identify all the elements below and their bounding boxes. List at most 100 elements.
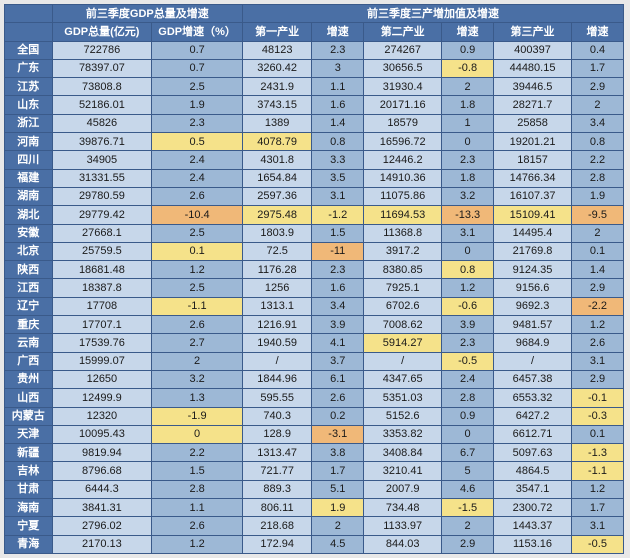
table-row: 吉林8796.681.5721.771.73210.4154864.5-1.1 [5,462,624,480]
cell: -0.5 [442,352,494,370]
row-label: 青海 [5,535,53,553]
cell: 30656.5 [364,59,442,77]
cell: 3.1 [312,187,364,205]
cell: 1.4 [312,114,364,132]
table-row: 山西12499.91.3595.552.65351.032.86553.32-0… [5,389,624,407]
cell: 1.7 [571,499,623,517]
header-group-left: 前三季度GDP总量及增速 [52,5,242,23]
cell: 2 [152,352,243,370]
cell: 2 [571,224,623,242]
table-row: 贵州126503.21844.966.14347.652.46457.382.9 [5,370,624,388]
cell: 5152.6 [364,407,442,425]
cell: 18579 [364,114,442,132]
cell: 0.4 [571,41,623,59]
cell: 4.1 [312,334,364,352]
cell: 595.55 [243,389,312,407]
table-row: 海南3841.311.1806.111.9734.48-1.52300.721.… [5,499,624,517]
cell: 52186.01 [52,96,152,114]
cell: 21769.8 [494,242,572,260]
cell: 39876.71 [52,133,152,151]
cell: 0.5 [152,133,243,151]
cell: 2.8 [152,480,243,498]
cell: 0.8 [442,261,494,279]
cell: 1.5 [312,224,364,242]
cell: 4.6 [442,480,494,498]
row-label: 湖北 [5,206,53,224]
cell: 2.5 [152,78,243,96]
row-label: 陕西 [5,261,53,279]
col-header-1: GDP总量(亿元) [52,23,152,41]
table-row: 山东52186.011.93743.151.620171.161.828271.… [5,96,624,114]
cell: 1.2 [571,480,623,498]
cell: 14766.34 [494,169,572,187]
row-label: 天津 [5,425,53,443]
cell: 3.3 [312,151,364,169]
cell: 5914.27 [364,334,442,352]
cell: 2.6 [152,316,243,334]
table-row: 浙江458262.313891.4185791258583.4 [5,114,624,132]
cell: 48123 [243,41,312,59]
row-label: 内蒙古 [5,407,53,425]
cell: 2.6 [571,334,623,352]
col-header-7: 第三产业 [494,23,572,41]
cell: 16107.37 [494,187,572,205]
cell: 0 [442,133,494,151]
table-row: 云南17539.762.71940.594.15914.272.39684.92… [5,334,624,352]
cell: 9124.35 [494,261,572,279]
cell: 2.9 [442,535,494,553]
cell: 1654.84 [243,169,312,187]
cell: 6427.2 [494,407,572,425]
cell: 4864.5 [494,462,572,480]
cell: -0.8 [442,59,494,77]
row-label: 重庆 [5,316,53,334]
row-label: 河南 [5,133,53,151]
row-label: 浙江 [5,114,53,132]
cell: 2.7 [152,334,243,352]
cell: 2 [571,96,623,114]
cell: 18157 [494,151,572,169]
cell: 1313.1 [243,297,312,315]
cell: 9819.94 [52,444,152,462]
cell: 2.2 [152,444,243,462]
row-label: 云南 [5,334,53,352]
cell: 2170.13 [52,535,152,553]
cell: 5.1 [312,480,364,498]
cell: 3917.2 [364,242,442,260]
cell: 6612.71 [494,425,572,443]
cell: -1.9 [152,407,243,425]
cell: 1.2 [571,316,623,334]
cell: 0.9 [442,41,494,59]
cell: -1.3 [571,444,623,462]
cell: 34905 [52,151,152,169]
cell: -0.3 [571,407,623,425]
cell: 1.6 [312,279,364,297]
cell: 1176.28 [243,261,312,279]
cell: 2.5 [152,279,243,297]
table-row: 湖南29780.592.62597.363.111075.863.216107.… [5,187,624,205]
corner-blank [5,5,53,23]
cell: 3.1 [571,352,623,370]
row-label: 全国 [5,41,53,59]
cell: -9.5 [571,206,623,224]
cell: 5 [442,462,494,480]
cell: 3.2 [152,370,243,388]
cell: 1.9 [571,187,623,205]
cell: -0.1 [571,389,623,407]
cell: 2796.02 [52,517,152,535]
table-row: 新疆9819.942.21313.473.83408.846.75097.63-… [5,444,624,462]
cell: 3.4 [571,114,623,132]
cell: 12446.2 [364,151,442,169]
cell: 1.2 [152,535,243,553]
cell: -1.5 [442,499,494,517]
cell: 721.77 [243,462,312,480]
cell: 3.7 [312,352,364,370]
cell: 3.5 [312,169,364,187]
table-row: 广西15999.072/3.7/-0.5/3.1 [5,352,624,370]
cell: 3260.42 [243,59,312,77]
cell: 28271.7 [494,96,572,114]
cell: 3.1 [442,224,494,242]
cell: -11 [312,242,364,260]
cell: 2.8 [571,169,623,187]
cell: 6.1 [312,370,364,388]
row-label: 新疆 [5,444,53,462]
